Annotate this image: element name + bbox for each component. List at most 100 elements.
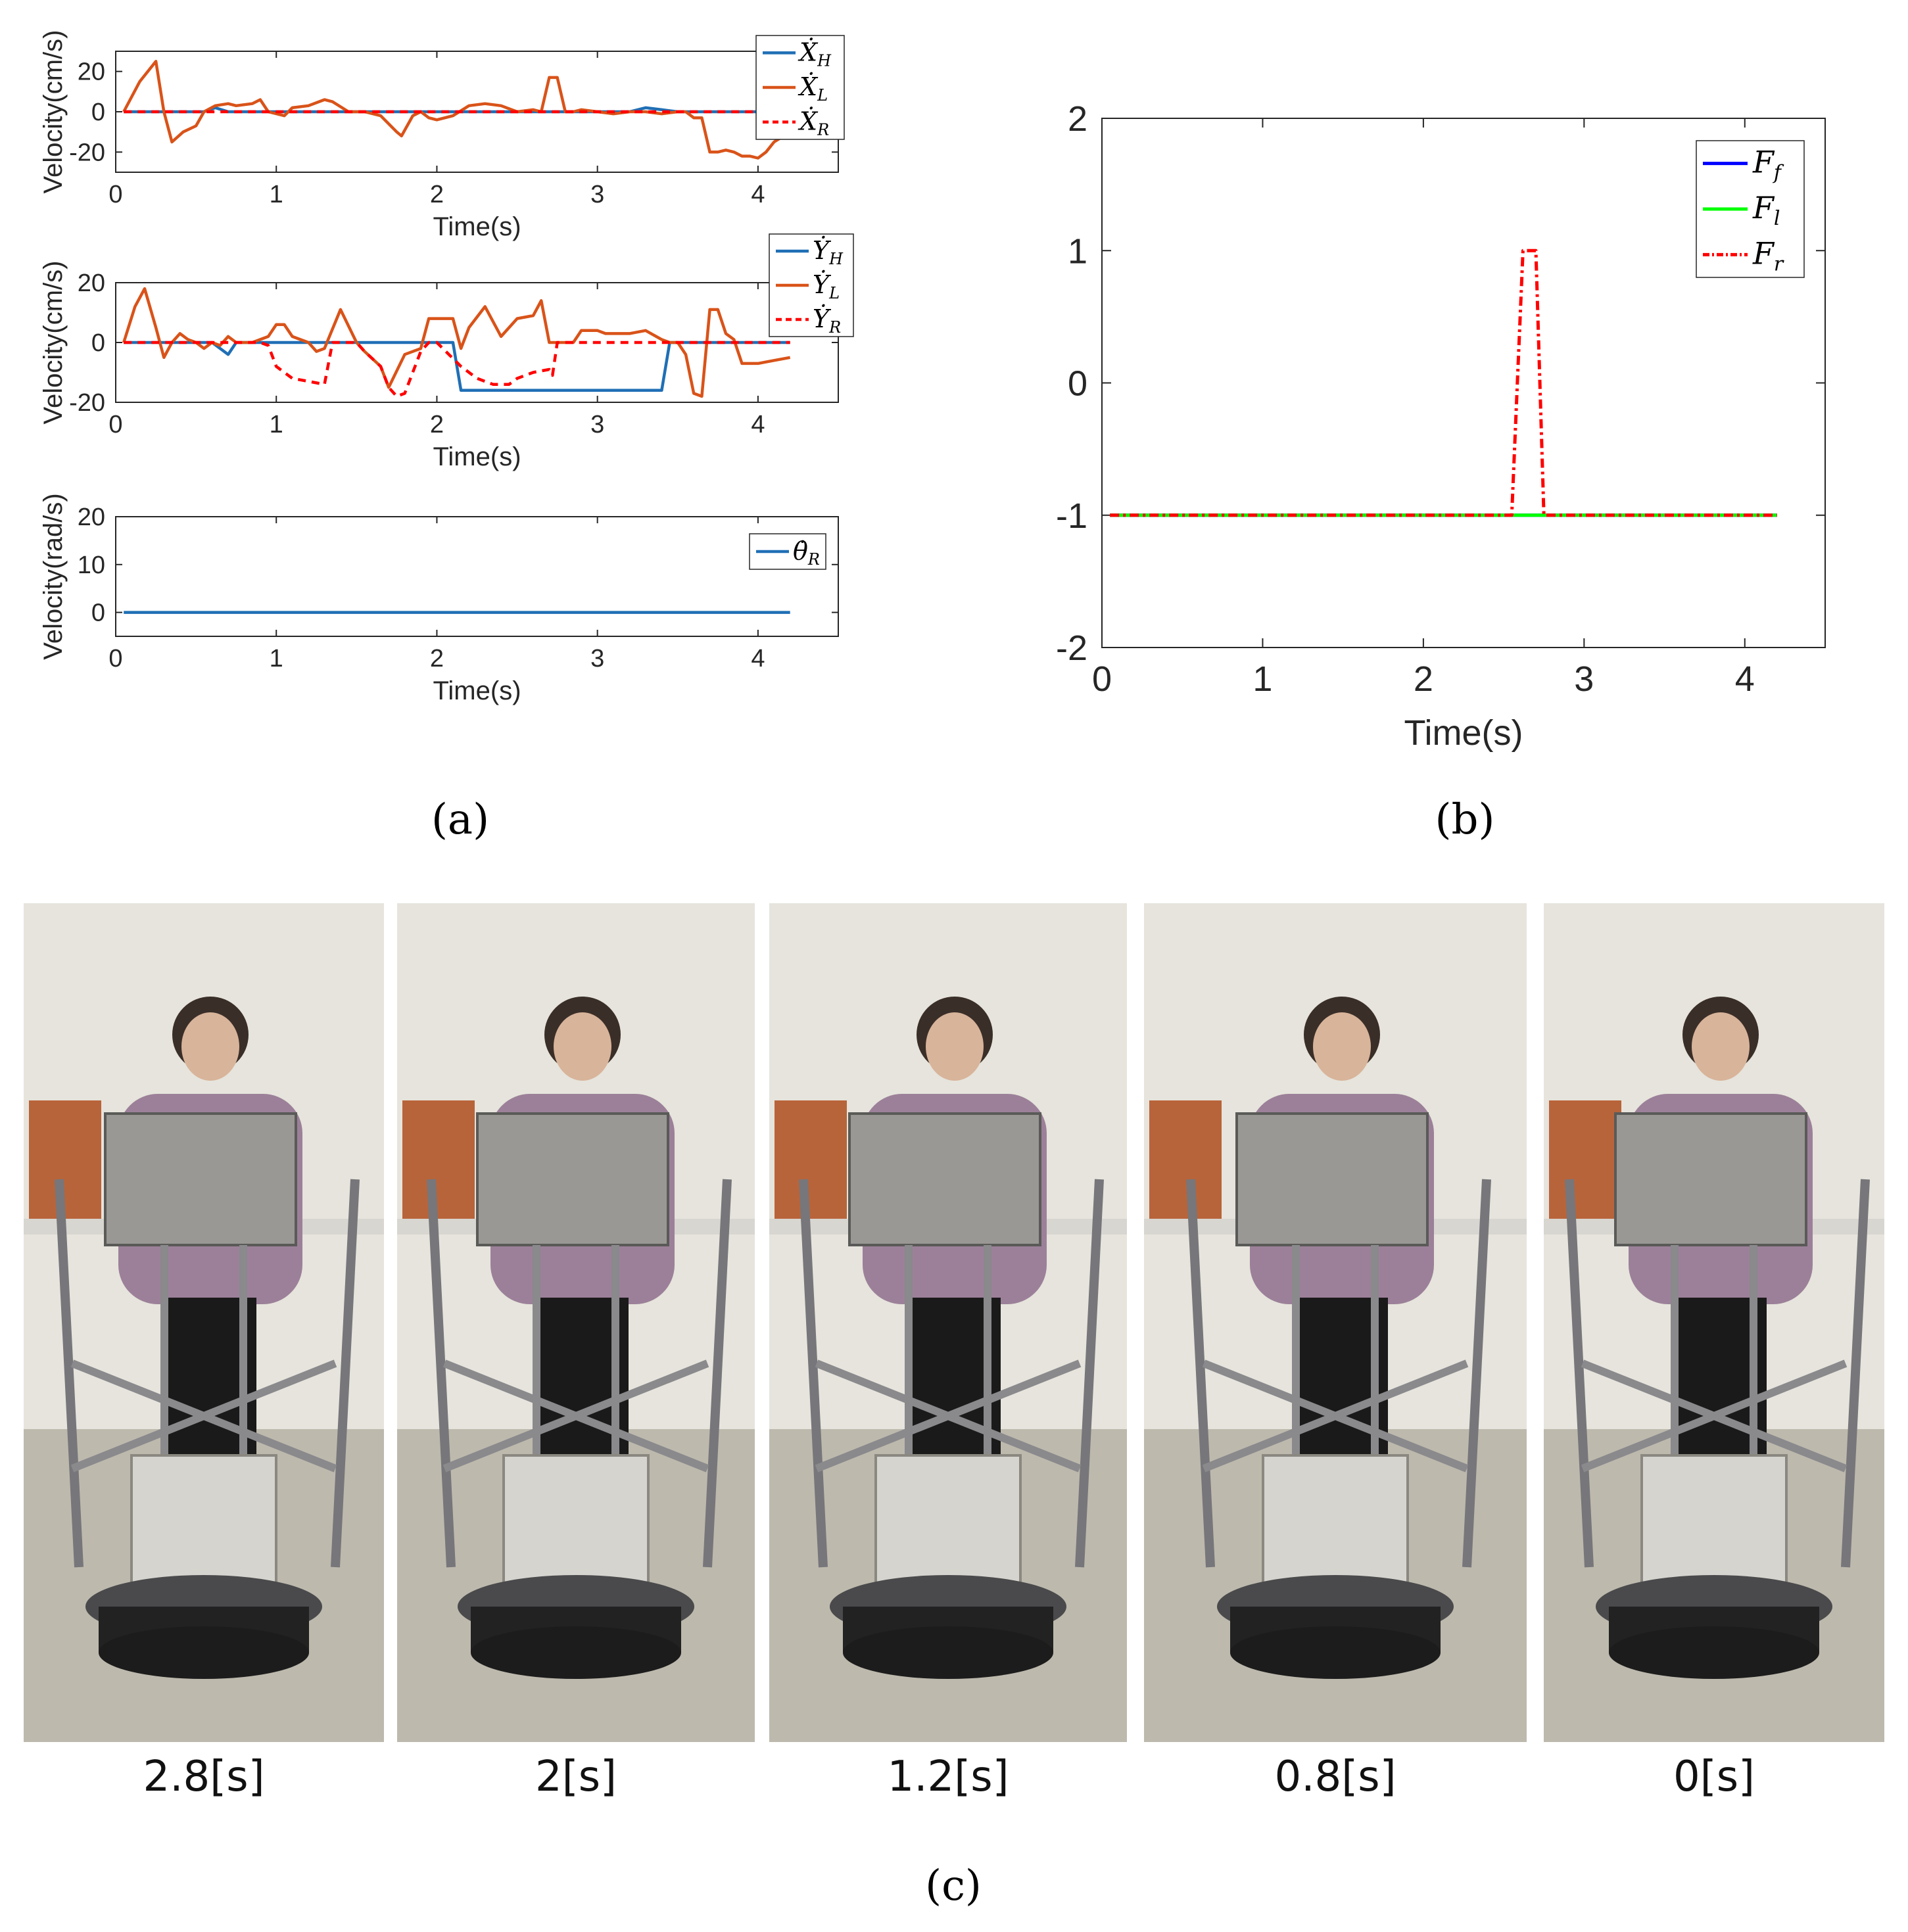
y-tick-label: 2: [1068, 99, 1087, 139]
photo-time-label: 1.2[s]: [887, 1753, 1009, 1801]
x-tick-label: 4: [751, 181, 765, 208]
photo-frame: [24, 903, 384, 1742]
photo-robot-brace: [70, 1359, 337, 1473]
x-tick-label: 3: [1574, 659, 1594, 699]
series-line-r: [1110, 248, 1777, 517]
photo-robot-leg-left: [1565, 1179, 1594, 1568]
photo-box: [402, 1100, 475, 1219]
x-tick-label: 1: [270, 645, 283, 672]
y-tick-label: -20: [69, 139, 105, 166]
x-tick-label: 4: [1735, 659, 1755, 699]
legend: θ̇R: [749, 533, 826, 570]
photo-robot-leg-left: [1186, 1179, 1215, 1568]
y-tick-label: 0: [91, 329, 105, 357]
x-tick-label: 1: [270, 181, 283, 208]
legend-label: Fr: [1752, 235, 1784, 275]
photo-time-label: 2[s]: [535, 1753, 617, 1801]
photo-robot-leg-right: [1841, 1179, 1870, 1568]
legend-label: ẎR: [813, 304, 841, 337]
photo-robot-brace: [1202, 1359, 1469, 1473]
photo-robot-leg-left: [55, 1179, 83, 1568]
x-tick-label: 2: [430, 411, 444, 438]
legend-label: θ̇R: [793, 536, 820, 569]
y-tick-label: 0: [91, 600, 105, 627]
y-axis-label: Velocity(rad/s): [39, 493, 68, 659]
photo-robot-leg-right: [1462, 1179, 1491, 1568]
x-axis-label: Time(s): [433, 212, 521, 241]
photo-robot-brace: [815, 1359, 1082, 1473]
photo-robot-panel: [1614, 1112, 1807, 1246]
x-tick-label: 0: [1092, 659, 1112, 699]
legend: Ff Fl Fr: [1696, 140, 1805, 278]
photo-robot-panel: [476, 1112, 669, 1246]
photo-robot-leg-right: [703, 1179, 732, 1568]
legend-label: ẊH: [798, 37, 832, 70]
photo-box: [1549, 1100, 1621, 1219]
x-tick-label: 3: [590, 411, 604, 438]
photo-time-label: 2.8[s]: [143, 1753, 264, 1801]
legend-label: Ff: [1752, 145, 1784, 185]
panel-label-b: (b): [1435, 795, 1495, 844]
photo-frame: [397, 903, 755, 1742]
y-tick-label: 1: [1068, 231, 1087, 271]
chart-a3: 0 1 2 3 4 20 10 0 Time(s) Velocity(rad/s) θ̇R: [39, 493, 839, 705]
x-tick-label: 1: [1252, 659, 1272, 699]
series-line-L: [122, 60, 791, 160]
x-tick-label: 4: [751, 645, 765, 672]
photo-box: [775, 1100, 847, 1219]
plot-area: [115, 516, 839, 637]
y-tick-label: 20: [78, 59, 105, 86]
legend-label: Fl: [1752, 190, 1780, 230]
photo-robot-wheel: [99, 1626, 309, 1679]
photo-person-face: [1313, 1012, 1371, 1081]
x-tick-label: 3: [590, 645, 604, 672]
y-tick-label: -1: [1056, 496, 1087, 536]
legend-label: ẎL: [813, 270, 840, 302]
panel-label-c: (c): [925, 1862, 982, 1910]
photo-robot-leg-right: [1075, 1179, 1104, 1568]
photo-robot-wheel: [843, 1626, 1053, 1679]
photo-person-face: [926, 1012, 984, 1081]
photo-time-label: 0.8[s]: [1274, 1753, 1396, 1801]
photo-robot-wheel: [1230, 1626, 1441, 1679]
legend-label: ẎH: [813, 236, 844, 268]
x-tick-label: 0: [108, 411, 122, 438]
legend-label: ẊL: [798, 72, 828, 105]
y-tick-label: -2: [1056, 628, 1087, 668]
y-tick-label: 0: [91, 99, 105, 126]
x-axis-label: Time(s): [433, 442, 521, 471]
y-axis-label: Velocity(cm/s): [39, 261, 68, 425]
y-tick-label: 20: [78, 270, 105, 297]
photo-frame: [1544, 903, 1884, 1742]
chart-b: 0 1 2 3 4 2 1 0 -1 -2 Time(s) Ff Fl Fr: [1056, 99, 1826, 753]
x-tick-label: 2: [430, 181, 444, 208]
photo-box: [29, 1100, 101, 1219]
photo-robot-wheel: [1609, 1626, 1819, 1679]
x-tick-label: 0: [108, 181, 122, 208]
photo-frame: [1144, 903, 1527, 1742]
photo-frame: [769, 903, 1127, 1742]
y-tick-label: 10: [78, 552, 105, 579]
x-tick-label: 4: [751, 411, 765, 438]
series-line-R: [124, 341, 790, 398]
photo-robot-panel: [104, 1112, 297, 1246]
x-tick-label: 1: [270, 411, 283, 438]
photo-robot-brace: [442, 1359, 709, 1473]
photo-time-label: 0[s]: [1673, 1753, 1755, 1801]
photo-person-face: [181, 1012, 239, 1081]
photo-robot-wheel: [471, 1626, 681, 1679]
y-axis-label: Velocity(cm/s): [39, 30, 68, 194]
photo-robot-leg-left: [799, 1179, 828, 1568]
x-tick-label: 2: [430, 645, 444, 672]
photo-robot-panel: [848, 1112, 1041, 1246]
photo-robot-leg-left: [427, 1179, 456, 1568]
series-line-H: [124, 341, 790, 392]
y-tick-label: 20: [78, 504, 105, 531]
photo-person-face: [1692, 1012, 1750, 1081]
